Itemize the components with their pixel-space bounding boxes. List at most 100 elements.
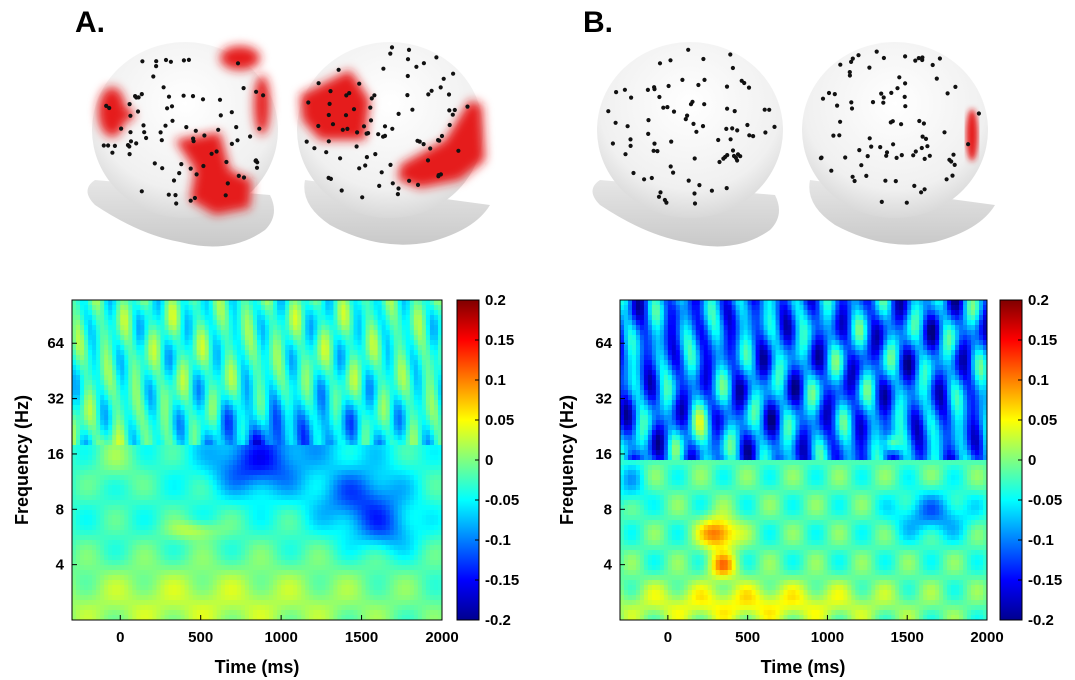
- electrode-dot: [152, 161, 157, 166]
- electrode-dot: [396, 186, 401, 191]
- x-tick-label: 0: [664, 629, 672, 646]
- electrode-dot: [139, 92, 144, 97]
- electrode-dot: [154, 64, 159, 69]
- electrode-dot: [151, 74, 156, 79]
- colorbar-tick-label: 0.15: [1028, 332, 1057, 349]
- electrode-dot: [229, 141, 234, 146]
- electrode-dot: [229, 110, 234, 115]
- electrode-dot: [186, 57, 191, 62]
- electrode-dot: [881, 100, 886, 105]
- electrode-dot: [850, 174, 855, 179]
- electrode-dot: [360, 195, 365, 200]
- electrode-dot: [344, 93, 349, 98]
- electrode-dot: [340, 127, 345, 132]
- electrode-dot: [139, 189, 144, 194]
- electrode-dot: [173, 193, 178, 198]
- electrode-dot: [170, 118, 175, 123]
- electrode-dot: [426, 92, 431, 97]
- colorbar-tick-label: 0: [485, 452, 493, 469]
- electrode-dot: [870, 100, 876, 105]
- electrode-dot: [438, 85, 443, 90]
- x-tick-label: 2000: [970, 629, 1003, 646]
- electrode-dot: [668, 164, 673, 169]
- electrode-dot: [405, 73, 410, 79]
- electrode-dot: [622, 87, 628, 92]
- electrode-dot: [942, 130, 947, 135]
- electrode-dot: [879, 91, 884, 96]
- electrode-dot: [649, 175, 654, 181]
- electrode-dot: [976, 111, 982, 116]
- electrode-dot: [339, 188, 344, 193]
- electrode-dot: [257, 126, 262, 131]
- electrode-dot: [849, 106, 855, 111]
- electrode-dot: [874, 49, 879, 54]
- electrode-dot: [254, 89, 259, 94]
- x-tick-label: 1500: [891, 629, 924, 646]
- electrode-dot: [377, 183, 382, 188]
- colorbar-tick-label: -0.1: [485, 532, 511, 549]
- x-tick-label: 2000: [425, 629, 458, 646]
- colorbar-tick-label: -0.2: [485, 612, 511, 629]
- electrode-dot: [107, 105, 112, 111]
- electrode-dot: [685, 113, 690, 118]
- electrode-dot: [628, 137, 633, 142]
- x-tick-label: 1000: [264, 629, 297, 646]
- y-tick-label: 4: [56, 557, 65, 574]
- electrode-dot: [843, 155, 848, 160]
- electrode-dot: [410, 107, 415, 112]
- electrode-dot: [388, 162, 393, 167]
- significant-region: [98, 46, 270, 215]
- electrode-dot: [421, 142, 426, 147]
- electrode-dot: [922, 187, 927, 192]
- electrode-dot: [234, 125, 239, 130]
- electrode-dot: [363, 163, 368, 168]
- electrode-dot: [763, 130, 768, 135]
- electrode-dot: [368, 118, 374, 123]
- electrode-dot: [655, 149, 660, 154]
- electrode-dot: [657, 61, 663, 66]
- y-tick-label: 16: [595, 446, 612, 463]
- electrode-dot: [193, 128, 198, 133]
- electrode-dot: [369, 96, 374, 101]
- electrode-dot: [692, 191, 697, 196]
- electrode-dot: [646, 131, 651, 136]
- electrode-dot: [253, 158, 259, 163]
- electrode-dot: [645, 87, 651, 92]
- colorbar-tick-label: -0.05: [1028, 492, 1062, 509]
- electrode-dot: [917, 118, 922, 124]
- electrode-dot: [701, 56, 706, 62]
- electrode-dot: [188, 166, 193, 171]
- electrode-dot: [429, 88, 434, 93]
- electrode-dot: [888, 120, 893, 125]
- electrode-dot: [921, 121, 927, 126]
- electrode-dot: [838, 62, 843, 67]
- electrode-dot: [716, 137, 721, 143]
- y-tick-label: 4: [604, 557, 613, 574]
- electrode-dot: [351, 107, 357, 112]
- electrode-dot: [893, 179, 898, 184]
- electrode-dot: [415, 182, 421, 187]
- electrode-dot: [856, 53, 861, 58]
- electrode-dot: [159, 138, 164, 143]
- electrode-dot: [739, 78, 744, 83]
- x-tick-label: 1000: [811, 629, 844, 646]
- electrode-dot: [702, 102, 707, 107]
- electrode-dot: [922, 156, 927, 161]
- electrode-dot: [857, 148, 862, 153]
- electrode-dot: [697, 183, 702, 188]
- electrode-dot: [837, 133, 842, 138]
- panel-label-b: B.: [583, 6, 613, 39]
- electrode-dot: [912, 183, 917, 188]
- electrode-dot: [865, 154, 870, 159]
- electrode-dot: [421, 61, 426, 66]
- electrode-dot: [606, 109, 611, 114]
- electrode-dot: [895, 86, 900, 91]
- electrode-dot: [850, 56, 855, 61]
- electrode-dot: [181, 58, 186, 63]
- electrode-dot: [312, 146, 317, 151]
- electrode-dot: [407, 178, 412, 183]
- electrode-dot: [717, 159, 722, 165]
- electrode-dot: [724, 126, 729, 131]
- electrode-dot: [376, 132, 381, 137]
- electrode-dot: [916, 56, 921, 61]
